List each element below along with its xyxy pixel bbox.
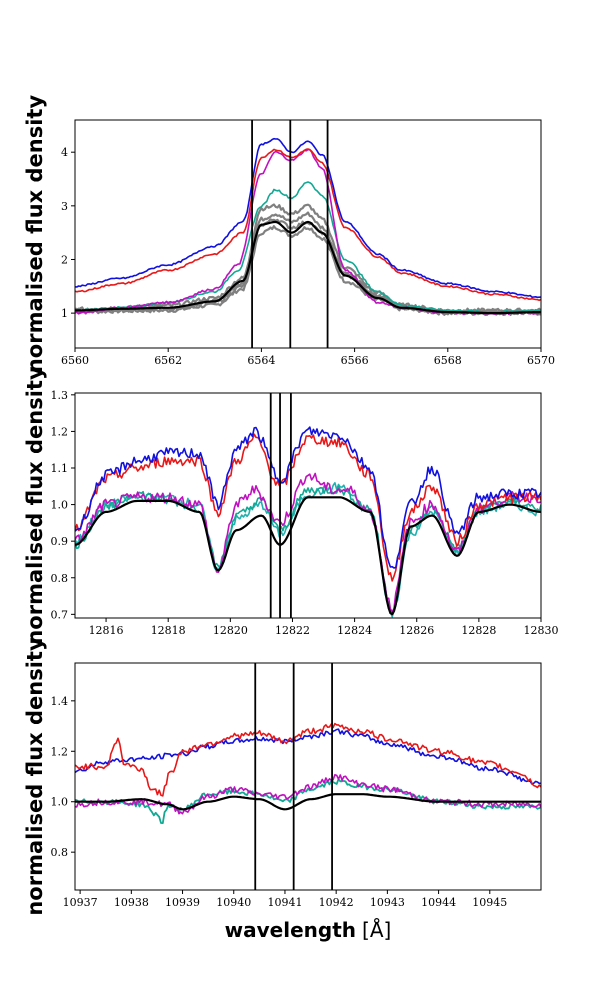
xtick-label-middle-5: 12826	[399, 624, 434, 637]
ylabel-bottom: normalised flux density	[23, 637, 47, 916]
axes-frame-middle	[74, 392, 542, 619]
plot-area-bottom	[75, 722, 541, 824]
xtick-label-middle-2: 12820	[213, 624, 248, 637]
axes-frame-bottom	[74, 662, 542, 891]
ytick-label-top-2: 3	[61, 200, 68, 213]
xtick-label-middle-4: 12824	[337, 624, 372, 637]
xtick-label-bottom-0: 10937	[63, 896, 98, 909]
ytick-label-middle-2: 0.9	[51, 535, 69, 548]
series-line-bottom-4	[75, 793, 541, 811]
ytick-label-bottom-3: 1.4	[51, 695, 69, 708]
xtick-label-top-2: 6564	[247, 354, 275, 367]
ytick-label-middle-6: 1.3	[51, 389, 69, 402]
ytick-label-top-1: 2	[61, 253, 68, 266]
xtick-label-top-0: 6560	[61, 354, 89, 367]
ytick-label-top-3: 4	[61, 146, 68, 159]
xtick-label-middle-7: 12830	[524, 624, 559, 637]
series-line-top-0	[75, 225, 541, 316]
plot-area-top	[75, 137, 541, 316]
ytick-label-bottom-2: 1.2	[51, 745, 69, 758]
series-line-top-8	[75, 220, 541, 315]
ytick-label-middle-5: 1.2	[51, 425, 69, 438]
xtick-label-bottom-7: 10944	[421, 896, 456, 909]
series-line-top-2	[75, 203, 541, 314]
panel-bottom: 10937 10938 10939 10940 10941 10942 10943 10944…	[23, 637, 542, 942]
xtick-label-bottom-4: 10941	[267, 896, 302, 909]
plot-area-middle	[75, 426, 541, 618]
ytick-label-middle-3: 1.0	[51, 499, 69, 512]
xtick-label-middle-3: 12822	[275, 624, 310, 637]
series-line-bottom-2	[75, 728, 541, 785]
series-line-bottom-3	[75, 722, 541, 797]
series-line-top-5	[75, 148, 541, 315]
xtick-label-bottom-2: 10939	[165, 896, 200, 909]
xtick-label-bottom-3: 10940	[216, 896, 251, 909]
ylabel-top: normalised flux density	[23, 95, 47, 374]
xtick-label-bottom-8: 10945	[472, 896, 507, 909]
xtick-label-bottom-5: 10942	[319, 896, 354, 909]
series-line-middle-2	[75, 472, 541, 613]
ytick-label-bottom-0: 0.8	[51, 846, 69, 859]
xtick-label-top-1: 6562	[154, 354, 182, 367]
xlabel-bottom: wavelength [Å]	[225, 918, 392, 942]
ytick-label-middle-0: 0.7	[51, 608, 69, 621]
xtick-label-top-5: 6570	[527, 354, 555, 367]
ytick-label-bottom-1: 1.0	[51, 796, 69, 809]
series-line-middle-5	[75, 496, 541, 616]
xtick-label-middle-6: 12828	[461, 624, 496, 637]
xtick-label-top-4: 6568	[434, 354, 462, 367]
xlabel-text: wavelength	[225, 918, 356, 942]
panel-middle: 12816 12818 12820 12822 12824 12826 12828 12830…	[23, 366, 559, 645]
ylabel-middle: normalised flux density	[23, 366, 47, 645]
ytick-label-top-0: 1	[61, 307, 68, 320]
xtick-label-bottom-1: 10938	[114, 896, 149, 909]
xtick-label-bottom-6: 10943	[370, 896, 405, 909]
series-line-middle-1	[75, 485, 541, 615]
ytick-label-middle-1: 0.8	[51, 572, 69, 585]
panel-top: 6560 6562 6564 6566 6568 6570 1 2 3 4 normalised f…	[23, 95, 555, 374]
xlabel-unit: [Å]	[362, 918, 391, 942]
series-line-top-6	[75, 148, 541, 302]
series-line-top-3	[75, 218, 541, 315]
series-line-middle-4	[75, 426, 541, 569]
xtick-label-middle-1: 12818	[151, 624, 186, 637]
xtick-label-top-3: 6566	[341, 354, 369, 367]
series-line-top-7	[75, 137, 541, 299]
xtick-label-middle-0: 12816	[89, 624, 124, 637]
axes-frame-top	[74, 119, 542, 349]
series-line-top-4	[75, 181, 541, 314]
ytick-label-middle-4: 1.1	[51, 462, 69, 475]
